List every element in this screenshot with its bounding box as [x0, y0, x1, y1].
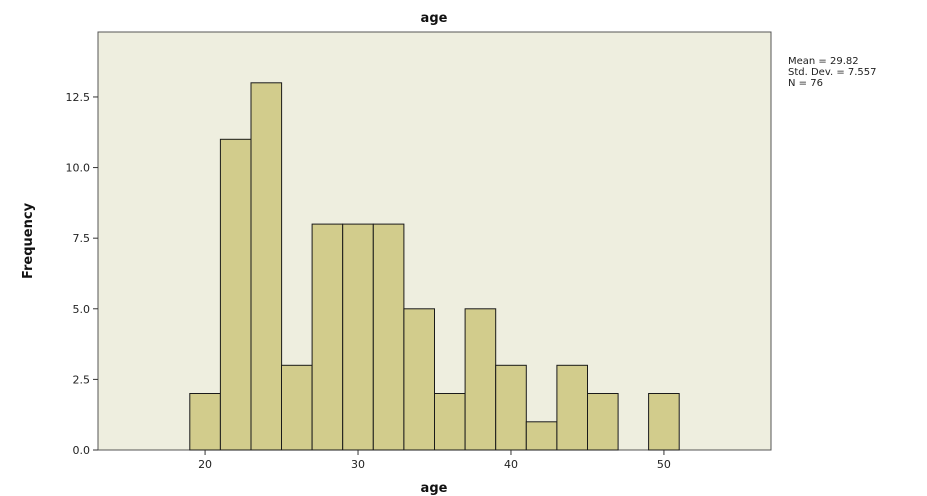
y-axis-title: Frequency — [21, 202, 36, 279]
histogram-bar-15 — [649, 394, 680, 451]
histogram-bar-10 — [465, 309, 496, 450]
x-tick-label: 40 — [504, 458, 518, 471]
x-tick-label: 20 — [198, 458, 212, 471]
histogram-bar-2 — [220, 139, 251, 450]
y-tick-label: 2.5 — [73, 373, 91, 386]
histogram-bar-13 — [557, 365, 588, 450]
histogram-bar-4 — [282, 365, 313, 450]
stats-mean: Mean = 29.82 — [788, 56, 859, 67]
histogram-bar-3 — [251, 83, 282, 450]
histogram-bar-12 — [526, 422, 557, 450]
stats-n: N = 76 — [788, 78, 823, 89]
histogram-bar-14 — [588, 394, 619, 451]
x-tick-label: 50 — [657, 458, 671, 471]
histogram-bar-11 — [496, 365, 527, 450]
x-axis-title: age — [421, 481, 448, 496]
stats-std-dev: Std. Dev. = 7.557 — [788, 67, 877, 78]
histogram-bar-5 — [312, 224, 343, 450]
histogram-bar-8 — [404, 309, 435, 450]
y-tick-label: 0.0 — [73, 444, 91, 457]
chart-title: age — [421, 11, 448, 26]
histogram-bar-1 — [190, 394, 221, 451]
x-tick-label: 30 — [351, 458, 365, 471]
histogram-bar-7 — [373, 224, 404, 450]
y-tick-label: 12.5 — [66, 91, 91, 104]
y-tick-label: 7.5 — [73, 232, 91, 245]
histogram-bar-9 — [435, 394, 466, 451]
stats-box: Mean = 29.82 Std. Dev. = 7.557 N = 76 — [788, 56, 877, 89]
histogram-bar-6 — [343, 224, 374, 450]
y-tick-label: 5.0 — [73, 303, 91, 316]
y-tick-label: 10.0 — [66, 162, 91, 175]
